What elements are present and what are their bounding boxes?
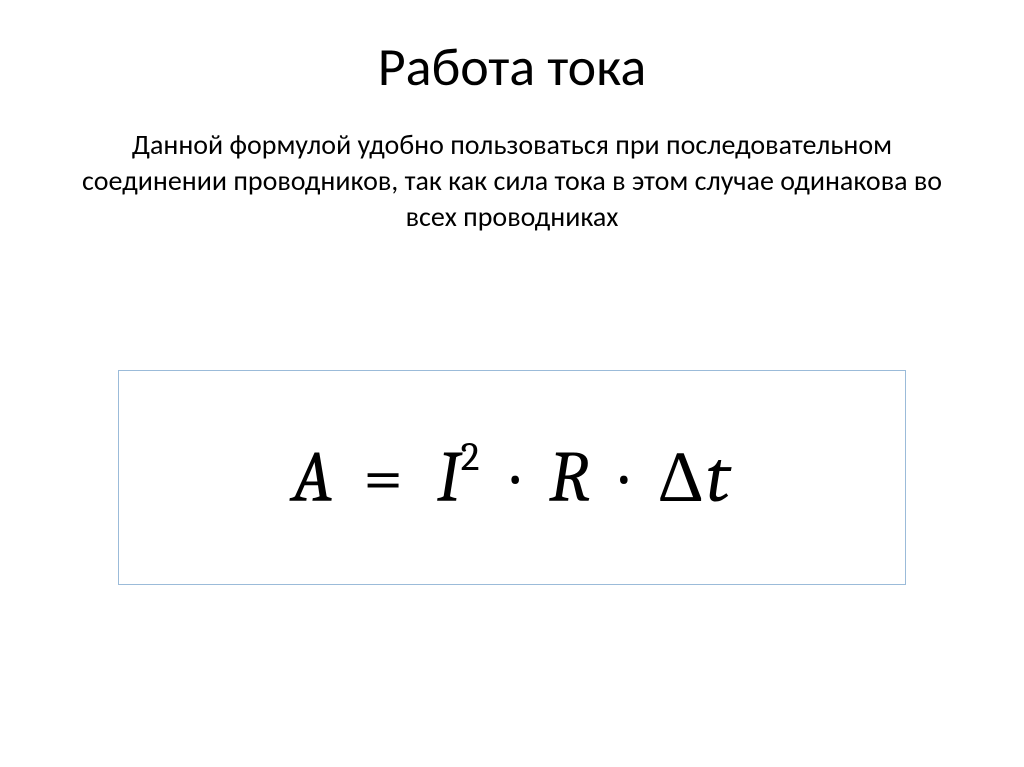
formula: A = I2 · R · Δt <box>292 436 733 519</box>
formula-R: R <box>549 436 592 519</box>
slide-subtitle: Данной формулой удобно пользоваться при … <box>72 127 952 234</box>
slide-title: Работа тока <box>0 38 1024 97</box>
slide: Работа тока Данной формулой удобно польз… <box>0 0 1024 767</box>
formula-dot-2: · <box>610 436 640 519</box>
formula-dot-1: · <box>501 436 531 519</box>
formula-I: I <box>437 436 463 519</box>
formula-exp: 2 <box>461 434 482 480</box>
formula-delta: Δ <box>658 436 706 519</box>
formula-lhs: A <box>292 436 336 519</box>
formula-box: A = I2 · R · Δt <box>118 370 906 585</box>
formula-t: t <box>706 436 732 519</box>
formula-eq: = <box>353 436 419 519</box>
